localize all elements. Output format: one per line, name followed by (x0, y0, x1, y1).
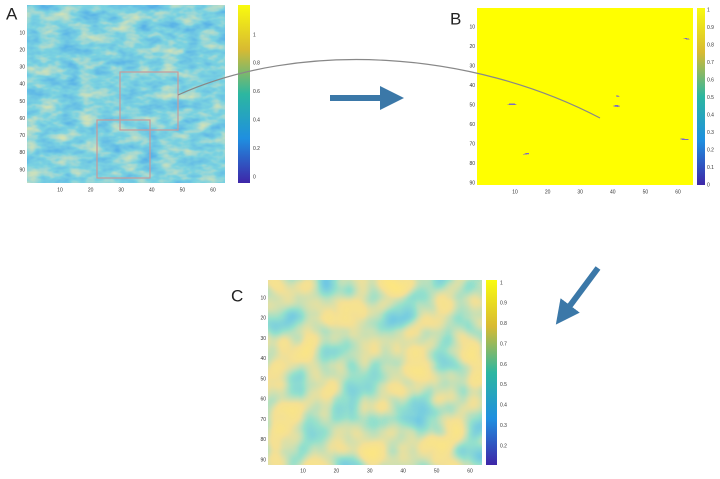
y-tick-label: 70 (19, 133, 25, 139)
colorbar-tick-label: 0.3 (707, 130, 714, 136)
x-tick-label: 50 (643, 189, 649, 195)
x-tick-label: 30 (367, 468, 373, 474)
y-tick-label: 50 (469, 102, 475, 108)
x-tick-label: 10 (300, 468, 306, 474)
arrow (555, 266, 601, 325)
connector-curve (177, 59, 601, 119)
colorbar-a (238, 5, 250, 183)
colorbar-c (486, 280, 497, 465)
colorbar-tick-label: 0.7 (500, 341, 507, 347)
y-tick-label: 50 (260, 376, 266, 382)
roi-box (96, 119, 151, 179)
colorbar-tick-label: 0.4 (253, 118, 260, 124)
panel-label: C (231, 286, 243, 305)
roi-box (119, 71, 179, 131)
heatmap-c (268, 280, 482, 465)
colorbar-tick-label: 0.2 (500, 443, 507, 449)
x-tick-label: 50 (180, 187, 186, 193)
colorbar-tick-label: 0 (253, 174, 256, 180)
y-tick-label: 60 (19, 116, 25, 122)
heatmap-b (477, 8, 693, 185)
x-tick-label: 60 (210, 187, 216, 193)
y-tick-label: 20 (260, 316, 266, 322)
colorbar-tick-label: 0.8 (707, 42, 714, 48)
colorbar-tick-label: 1 (500, 280, 503, 286)
y-tick-label: 90 (260, 457, 266, 463)
y-tick-label: 10 (260, 295, 266, 301)
colorbar-tick-label: 0.6 (500, 362, 507, 368)
x-tick-label: 60 (675, 189, 681, 195)
x-tick-label: 10 (57, 187, 63, 193)
colorbar-tick-label: 0.6 (253, 89, 260, 95)
panel-label: B (450, 9, 461, 28)
x-tick-label: 60 (467, 468, 473, 474)
x-tick-label: 30 (577, 189, 583, 195)
y-tick-label: 80 (469, 161, 475, 167)
x-tick-label: 30 (118, 187, 124, 193)
y-tick-label: 40 (260, 356, 266, 362)
x-tick-label: 50 (434, 468, 440, 474)
colorbar-tick-label: 0.4 (707, 112, 714, 118)
x-tick-label: 20 (88, 187, 94, 193)
colorbar-tick-label: 0.8 (500, 321, 507, 327)
y-tick-label: 90 (19, 167, 25, 173)
colorbar-tick-label: 0.3 (500, 423, 507, 429)
y-tick-label: 30 (469, 63, 475, 69)
colorbar-tick-label: 0.6 (707, 77, 714, 83)
y-tick-label: 70 (260, 417, 266, 423)
x-tick-label: 20 (545, 189, 551, 195)
colorbar-tick-label: 0 (707, 182, 710, 188)
panel-label: A (6, 4, 18, 23)
heatmap-a (27, 5, 225, 183)
colorbar-tick-label: 0.8 (253, 61, 260, 67)
colorbar-tick-label: 0.5 (707, 95, 714, 101)
x-tick-label: 40 (610, 189, 616, 195)
x-tick-label: 20 (334, 468, 340, 474)
colorbar-tick-label: 1 (253, 32, 256, 38)
y-tick-label: 80 (260, 437, 266, 443)
y-tick-label: 30 (19, 65, 25, 71)
x-tick-label: 40 (149, 187, 155, 193)
y-tick-label: 50 (19, 99, 25, 105)
y-tick-label: 60 (469, 122, 475, 128)
colorbar-tick-label: 0.1 (707, 165, 714, 171)
colorbar-tick-label: 0.2 (253, 146, 260, 152)
y-tick-label: 10 (469, 24, 475, 30)
y-tick-label: 30 (260, 336, 266, 342)
y-tick-label: 20 (469, 44, 475, 50)
x-tick-label: 10 (512, 189, 518, 195)
colorbar-tick-label: 0.4 (500, 403, 507, 409)
y-tick-label: 40 (469, 83, 475, 89)
colorbar-tick-label: 0.9 (707, 25, 714, 31)
colorbar-tick-label: 1 (707, 7, 710, 13)
colorbar-b (697, 8, 705, 185)
y-tick-label: 80 (19, 150, 25, 156)
y-tick-label: 60 (260, 397, 266, 403)
y-tick-label: 40 (19, 82, 25, 88)
y-tick-label: 10 (19, 30, 25, 36)
x-tick-label: 40 (400, 468, 406, 474)
colorbar-tick-label: 0.7 (707, 60, 714, 66)
colorbar-tick-label: 0.5 (500, 382, 507, 388)
y-tick-label: 70 (469, 141, 475, 147)
colorbar-tick-label: 0.2 (707, 147, 714, 153)
colorbar-tick-label: 0.9 (500, 301, 507, 307)
y-tick-label: 20 (19, 47, 25, 53)
y-tick-label: 90 (469, 180, 475, 186)
